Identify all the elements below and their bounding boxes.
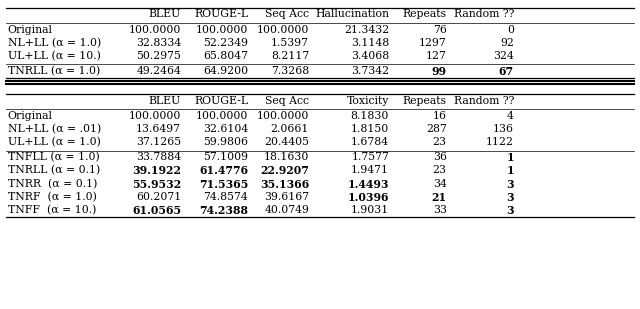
- Text: 136: 136: [493, 124, 514, 134]
- Text: 100.0000: 100.0000: [257, 111, 309, 121]
- Text: 55.9532: 55.9532: [132, 179, 181, 189]
- Text: 4: 4: [507, 111, 514, 121]
- Text: 59.9806: 59.9806: [204, 138, 248, 147]
- Text: UL+LL (α = 10.): UL+LL (α = 10.): [8, 51, 100, 61]
- Text: 74.8574: 74.8574: [204, 192, 248, 202]
- Text: 1.5397: 1.5397: [271, 38, 309, 48]
- Text: 60.2071: 60.2071: [136, 192, 181, 202]
- Text: BLEU: BLEU: [149, 95, 181, 106]
- Text: 21.3432: 21.3432: [344, 25, 389, 35]
- Text: 3.7342: 3.7342: [351, 66, 389, 76]
- Text: 40.0749: 40.0749: [264, 205, 309, 215]
- Text: 35.1366: 35.1366: [260, 179, 309, 189]
- Text: 13.6497: 13.6497: [136, 124, 181, 134]
- Text: 23: 23: [433, 165, 447, 176]
- Text: Random ??: Random ??: [454, 9, 514, 19]
- Text: 127: 127: [426, 51, 447, 61]
- Text: 16: 16: [433, 111, 447, 121]
- Text: 23: 23: [433, 138, 447, 147]
- Text: TNRR  (α = 0.1): TNRR (α = 0.1): [8, 179, 97, 189]
- Text: UL+LL (α = 1.0): UL+LL (α = 1.0): [8, 138, 100, 148]
- Text: Repeats: Repeats: [403, 9, 447, 19]
- Text: 7.3268: 7.3268: [271, 66, 309, 76]
- Text: 3: 3: [506, 179, 514, 189]
- Text: TNRF  (α = 1.0): TNRF (α = 1.0): [8, 192, 97, 202]
- Text: Original: Original: [8, 111, 52, 121]
- Text: Hallucination: Hallucination: [315, 9, 389, 19]
- Text: TNRLL (α = 0.1): TNRLL (α = 0.1): [8, 165, 100, 176]
- Text: 1.0396: 1.0396: [348, 192, 389, 203]
- Text: Repeats: Repeats: [403, 95, 447, 106]
- Text: TNFLL (α = 1.0): TNFLL (α = 1.0): [8, 152, 99, 163]
- Text: 22.9207: 22.9207: [260, 165, 309, 176]
- Text: 32.6104: 32.6104: [203, 124, 248, 134]
- Text: 49.2464: 49.2464: [136, 66, 181, 76]
- Text: 100.0000: 100.0000: [129, 111, 181, 121]
- Text: 52.2349: 52.2349: [204, 38, 248, 48]
- Text: 1.9031: 1.9031: [351, 205, 389, 215]
- Text: 1.6784: 1.6784: [351, 138, 389, 147]
- Text: 61.4776: 61.4776: [199, 165, 248, 176]
- Text: 100.0000: 100.0000: [196, 111, 248, 121]
- Text: 18.1630: 18.1630: [264, 152, 309, 162]
- Text: 39.1922: 39.1922: [132, 165, 181, 176]
- Text: 0: 0: [507, 25, 514, 35]
- Text: 100.0000: 100.0000: [196, 25, 248, 35]
- Text: 1: 1: [506, 152, 514, 163]
- Text: 36: 36: [433, 152, 447, 162]
- Text: 8.1830: 8.1830: [351, 111, 389, 121]
- Text: TNFF  (α = 10.): TNFF (α = 10.): [8, 205, 96, 215]
- Text: 20.4405: 20.4405: [264, 138, 309, 147]
- Text: 99: 99: [432, 66, 447, 77]
- Text: 65.8047: 65.8047: [204, 51, 248, 61]
- Text: 37.1265: 37.1265: [136, 138, 181, 147]
- Text: 100.0000: 100.0000: [257, 25, 309, 35]
- Text: Seq Acc: Seq Acc: [265, 95, 309, 106]
- Text: Seq Acc: Seq Acc: [265, 9, 309, 19]
- Text: Random ??: Random ??: [454, 95, 514, 106]
- Text: 1.9471: 1.9471: [351, 165, 389, 176]
- Text: 39.6167: 39.6167: [264, 192, 309, 202]
- Text: 74.2388: 74.2388: [199, 205, 248, 216]
- Text: 33: 33: [433, 205, 447, 215]
- Text: Original: Original: [8, 25, 52, 35]
- Text: 287: 287: [426, 124, 447, 134]
- Text: NL+LL (α = 1.0): NL+LL (α = 1.0): [8, 38, 101, 48]
- Text: NL+LL (α = .01): NL+LL (α = .01): [8, 124, 101, 134]
- Text: 3.1148: 3.1148: [351, 38, 389, 48]
- Text: 1.7577: 1.7577: [351, 152, 389, 162]
- Text: TNRLL (α = 1.0): TNRLL (α = 1.0): [8, 66, 100, 76]
- Text: 34: 34: [433, 179, 447, 188]
- Text: 50.2975: 50.2975: [136, 51, 181, 61]
- Text: 71.5365: 71.5365: [199, 179, 248, 189]
- Text: 100.0000: 100.0000: [129, 25, 181, 35]
- Text: Toxicity: Toxicity: [347, 95, 389, 106]
- Text: 67: 67: [499, 66, 514, 77]
- Text: 324: 324: [493, 51, 514, 61]
- Text: ROUGE-L: ROUGE-L: [194, 95, 248, 106]
- Text: 8.2117: 8.2117: [271, 51, 309, 61]
- Text: 1122: 1122: [486, 138, 514, 147]
- Text: 2.0661: 2.0661: [271, 124, 309, 134]
- Text: 1297: 1297: [419, 38, 447, 48]
- Text: 3.4068: 3.4068: [351, 51, 389, 61]
- Text: 1: 1: [506, 165, 514, 176]
- Text: 3: 3: [506, 205, 514, 216]
- Text: 1.8150: 1.8150: [351, 124, 389, 134]
- Text: 21: 21: [431, 192, 447, 203]
- Text: 92: 92: [500, 38, 514, 48]
- Text: 32.8334: 32.8334: [136, 38, 181, 48]
- Text: 57.1009: 57.1009: [204, 152, 248, 162]
- Text: ROUGE-L: ROUGE-L: [194, 9, 248, 19]
- Text: 76: 76: [433, 25, 447, 35]
- Text: BLEU: BLEU: [149, 9, 181, 19]
- Text: 1.4493: 1.4493: [348, 179, 389, 189]
- Text: 33.7884: 33.7884: [136, 152, 181, 162]
- Text: 64.9200: 64.9200: [203, 66, 248, 76]
- Text: 61.0565: 61.0565: [132, 205, 181, 216]
- Text: 3: 3: [506, 192, 514, 203]
